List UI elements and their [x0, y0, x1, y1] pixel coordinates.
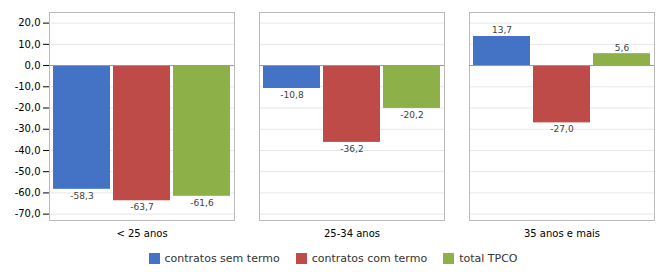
svg-text:-50,0: -50,0: [15, 166, 41, 177]
html-text:contratos sem termo: contratos sem termo: [164, 251, 280, 265]
svg-text:5,6: 5,6: [615, 43, 630, 53]
svg-text:35 anos e mais: 35 anos e mais: [524, 228, 600, 239]
svg-text:-30,0: -30,0: [15, 123, 41, 134]
svg-text:-27,0: -27,0: [550, 124, 574, 134]
svg-text:-10,0: -10,0: [15, 81, 41, 92]
svg-text:-20,2: -20,2: [400, 110, 423, 120]
svg-text:-36,2: -36,2: [340, 144, 363, 154]
svg-text:-20,0: -20,0: [15, 102, 41, 113]
svg-text:-70,0: -70,0: [15, 208, 41, 219]
svg-text:-40,0: -40,0: [15, 145, 41, 156]
html-text:contratos com termo: contratos com termo: [311, 251, 428, 265]
svg-text:< 25 anos: < 25 anos: [116, 228, 167, 239]
svg-text:0,0: 0,0: [25, 60, 41, 71]
svg-text:13,7: 13,7: [492, 25, 512, 35]
svg-text:-60,0: -60,0: [15, 187, 41, 198]
svg-text:10,0: 10,0: [18, 39, 40, 50]
svg-text:-58,3: -58,3: [70, 191, 93, 201]
svg-text:-61,6: -61,6: [190, 198, 214, 208]
html-text:total TPCO: total TPCO: [459, 251, 518, 265]
svg-text:25-34 anos: 25-34 anos: [324, 228, 380, 239]
svg-text:-63,7: -63,7: [130, 202, 153, 212]
svg-text:20,0: 20,0: [18, 17, 40, 28]
svg-text:-10,8: -10,8: [280, 90, 304, 100]
